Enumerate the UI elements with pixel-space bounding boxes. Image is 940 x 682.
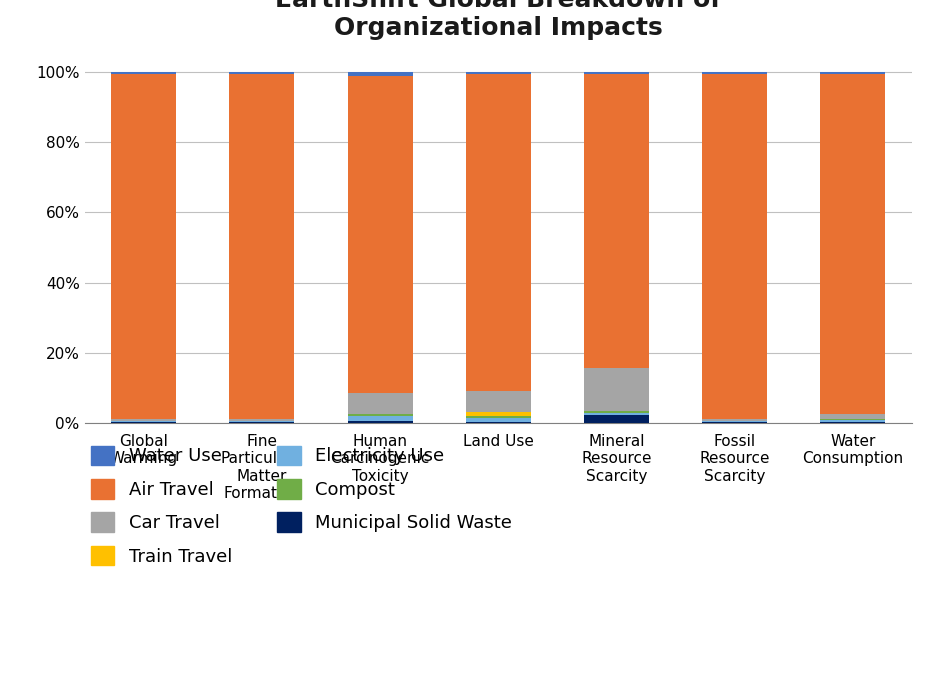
Bar	[465, 413, 531, 416]
Bar	[584, 72, 649, 74]
Bar	[229, 419, 294, 421]
Bar	[702, 421, 767, 422]
Bar	[702, 72, 767, 74]
Bar	[229, 72, 294, 74]
Bar	[111, 74, 176, 419]
Bar	[821, 419, 885, 420]
Legend: Water Use, Air Travel, Car Travel, Train Travel, Electricity Use, Compost, Munic: Water Use, Air Travel, Car Travel, Train…	[91, 445, 512, 565]
Bar	[229, 421, 294, 422]
Bar	[111, 419, 176, 421]
Bar	[465, 391, 531, 413]
Bar	[584, 368, 649, 411]
Bar	[348, 421, 413, 423]
Bar	[229, 422, 294, 423]
Bar	[465, 418, 531, 421]
Bar	[465, 72, 531, 74]
Bar	[465, 421, 531, 423]
Bar	[348, 72, 413, 76]
Bar	[821, 422, 885, 423]
Bar	[821, 72, 885, 74]
Bar	[702, 419, 767, 421]
Bar	[702, 422, 767, 423]
Bar	[702, 74, 767, 419]
Title: EarthShift Global Breakdown of
Organizational Impacts: EarthShift Global Breakdown of Organizat…	[275, 0, 721, 40]
Bar	[348, 76, 413, 393]
Bar	[465, 74, 531, 391]
Bar	[584, 413, 649, 415]
Bar	[821, 74, 885, 414]
Bar	[821, 414, 885, 419]
Bar	[821, 420, 885, 422]
Bar	[584, 411, 649, 413]
Bar	[111, 72, 176, 74]
Bar	[229, 74, 294, 419]
Bar	[348, 414, 413, 416]
Bar	[111, 422, 176, 423]
Bar	[584, 415, 649, 423]
Bar	[584, 74, 649, 368]
Bar	[348, 416, 413, 421]
Bar	[348, 393, 413, 414]
Bar	[111, 421, 176, 422]
Bar	[465, 416, 531, 418]
